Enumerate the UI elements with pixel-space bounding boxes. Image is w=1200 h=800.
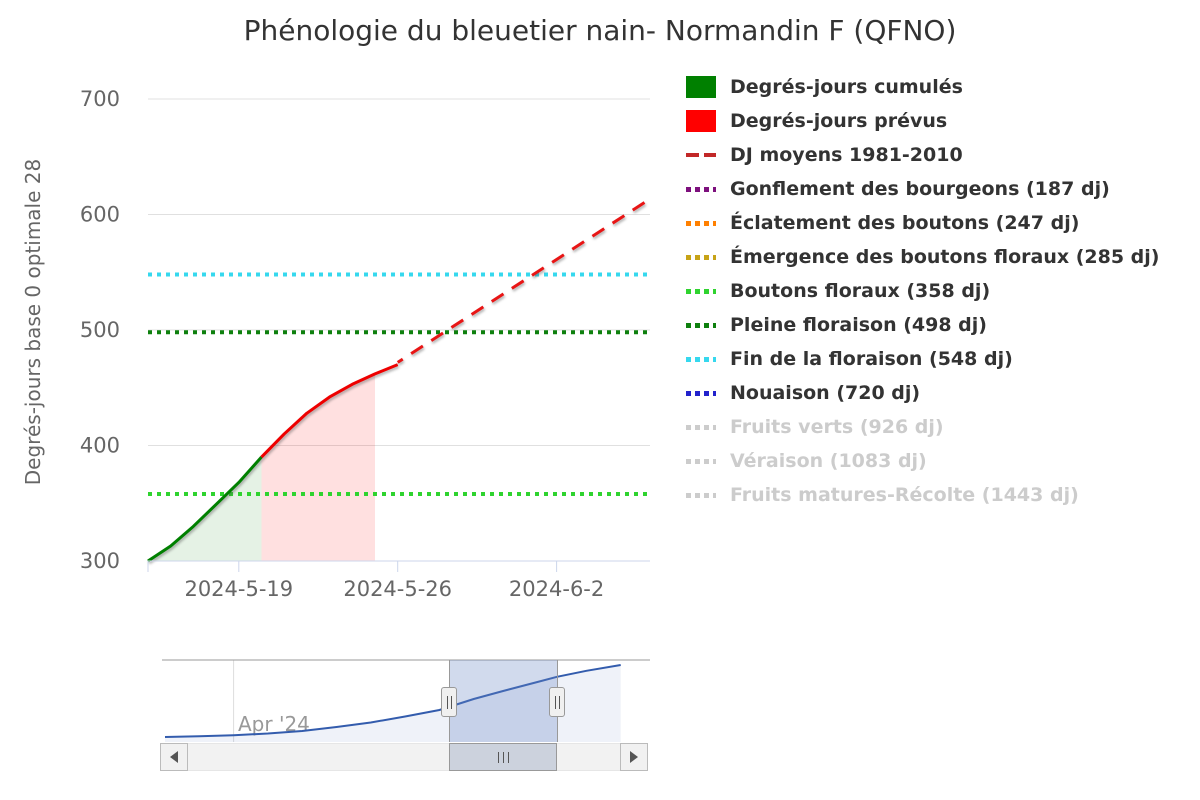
arrow-left-icon (170, 751, 178, 763)
page-title: Phénologie du bleuetier nain- Normandin … (243, 14, 957, 47)
thumb-grip-icon (507, 751, 509, 763)
legend-marker-dotted-line-icon (686, 492, 716, 498)
arrow-right-icon (630, 751, 638, 763)
legend-marker-dotted-line-icon (686, 254, 716, 260)
y-tick-label: 300 (80, 549, 120, 573)
legend-item-label: Éclatement des boutons (247 dj) (730, 212, 1080, 234)
legend-marker-dotted-line-icon (686, 288, 716, 294)
x-tick-label: 2024-6-2 (509, 577, 604, 601)
navigator-selection-mask[interactable] (449, 660, 557, 742)
legend-item-fin-de-la-floraison[interactable]: Fin de la floraison (548 dj) (686, 342, 1159, 376)
legend-item-label: Gonflement des bourgeons (187 dj) (730, 178, 1110, 200)
legend-item-pleine-floraison[interactable]: Pleine floraison (498 dj) (686, 308, 1159, 342)
legend-marker-area-icon (686, 76, 716, 98)
legend-item-label: Pleine floraison (498 dj) (730, 314, 987, 336)
legend-item-label: Fin de la floraison (548 dj) (730, 348, 1013, 370)
y-tick-label: 700 (80, 87, 120, 111)
series-line (147, 456, 263, 563)
series-line (260, 363, 399, 459)
navigator-right-handle[interactable] (549, 687, 565, 717)
legend-item-label: Boutons floraux (358 dj) (730, 280, 991, 302)
legend-item-fruits-verts[interactable]: Fruits verts (926 dj) (686, 410, 1159, 444)
x-tick-label: 2024-5-19 (184, 577, 293, 601)
legend-item-nouaison[interactable]: Nouaison (720 dj) (686, 376, 1159, 410)
legend-item-eclatement-des-boutons[interactable]: Éclatement des boutons (247 dj) (686, 206, 1159, 240)
y-tick-label: 500 (80, 318, 120, 342)
legend-marker-dotted-line-icon (686, 458, 716, 464)
navigator-line (164, 664, 621, 738)
legend-item-label: Émergence des boutons floraux (285 dj) (730, 246, 1160, 268)
handle-grip-icon (450, 695, 452, 709)
legend-item-label: Nouaison (720 dj) (730, 382, 921, 404)
legend-item-label: DJ moyens 1981-2010 (730, 144, 963, 166)
legend-item-label: Fruits verts (926 dj) (730, 416, 944, 438)
series-line (396, 199, 649, 364)
y-axis-title: Degrés-jours base 0 optimale 28 (21, 159, 45, 485)
scrollbar-thumb[interactable] (449, 743, 557, 771)
navigator-area (165, 665, 621, 742)
legend-item-fruits-matures-recolte[interactable]: Fruits matures-Récolte (1443 dj) (686, 478, 1159, 512)
thumb-grip-icon (502, 751, 504, 763)
legend-item-veraison[interactable]: Véraison (1083 dj) (686, 444, 1159, 478)
legend-marker-dotted-line-icon (686, 186, 716, 192)
legend-marker-dotted-line-icon (686, 322, 716, 328)
legend-item-gonflement-des-bourgeons[interactable]: Gonflement des bourgeons (187 dj) (686, 172, 1159, 206)
legend-marker-dotted-line-icon (686, 424, 716, 430)
series-area (148, 457, 262, 561)
handle-grip-icon (558, 695, 560, 709)
x-tick-label: 2024-5-26 (343, 577, 452, 601)
y-tick-label: 600 (80, 203, 120, 227)
legend-marker-dotted-line-icon (686, 356, 716, 362)
handle-grip-icon (554, 695, 556, 709)
legend-marker-dotted-line-icon (686, 390, 716, 396)
thumb-grip-icon (497, 751, 499, 763)
series-area (261, 373, 375, 561)
legend-item-label: Degrés-jours cumulés (730, 76, 963, 98)
legend-item-dj-moyens[interactable]: DJ moyens 1981-2010 (686, 138, 1159, 172)
scrollbar-right-button[interactable] (620, 743, 648, 771)
legend-item-label: Fruits matures-Récolte (1443 dj) (730, 484, 1079, 506)
navigator-left-handle[interactable] (441, 687, 457, 717)
legend-item-label: Degrés-jours prévus (730, 110, 948, 132)
legend-marker-dashed-line-icon (686, 153, 716, 157)
scrollbar-left-button[interactable] (160, 743, 188, 771)
legend: Degrés-jours cumulés Degrés-jours prévus… (686, 70, 1159, 512)
legend-item-emergence-des-boutons-floraux[interactable]: Émergence des boutons floraux (285 dj) (686, 240, 1159, 274)
legend-item-boutons-floraux[interactable]: Boutons floraux (358 dj) (686, 274, 1159, 308)
y-tick-label: 400 (80, 434, 120, 458)
legend-item-label: Véraison (1083 dj) (730, 450, 927, 472)
handle-grip-icon (446, 695, 448, 709)
legend-marker-area-icon (686, 110, 716, 132)
legend-item-degres-jours-prevus[interactable]: Degrés-jours prévus (686, 104, 1159, 138)
legend-item-degres-jours-cumules[interactable]: Degrés-jours cumulés (686, 70, 1159, 104)
legend-marker-dotted-line-icon (686, 220, 716, 226)
